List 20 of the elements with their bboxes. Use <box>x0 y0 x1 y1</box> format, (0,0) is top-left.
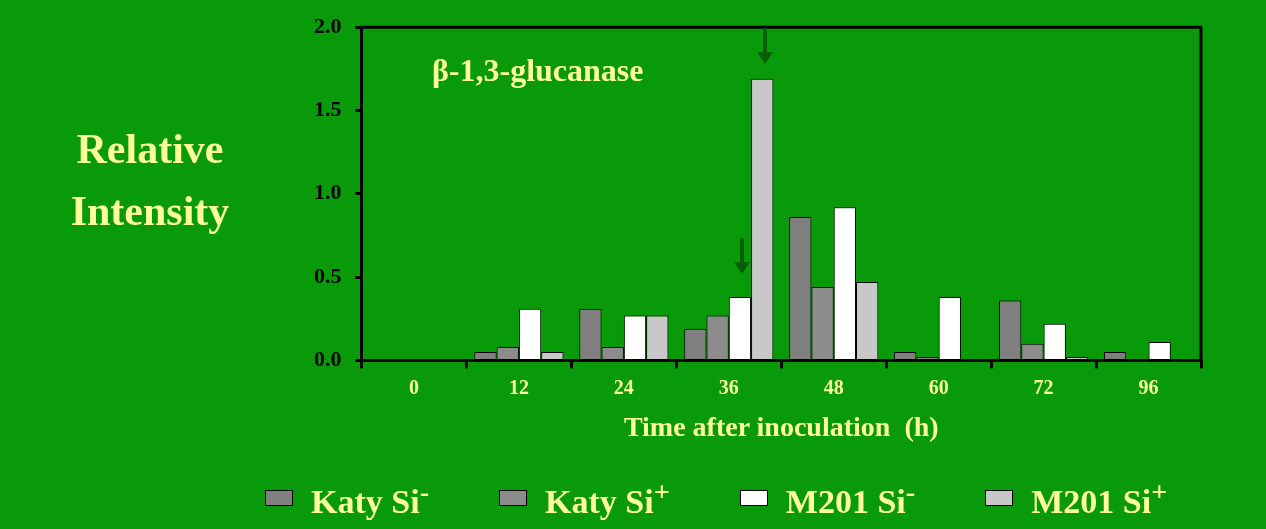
y-tick-label: 0.0 <box>314 346 342 372</box>
y-axis-title: Relative Intensity <box>69 125 231 236</box>
x-tick-label: 24 <box>613 375 634 398</box>
x-tick-label: 0 <box>408 375 419 398</box>
x-axis-title: Time after inoculation (h) <box>623 411 939 443</box>
x-tick-label: 36 <box>718 375 739 398</box>
legend-label: M201 Si$^{-}$ <box>785 475 916 521</box>
y-tick-label: 2.0 <box>314 12 342 38</box>
x-tick-label: 12 <box>508 375 529 398</box>
annotation: β-1,3-glucanase <box>432 52 644 89</box>
y-tick-label: 0.5 <box>314 262 342 288</box>
y-tick-label: 1.0 <box>314 179 342 205</box>
legend-label: Katy Si$^{+}$ <box>545 475 670 521</box>
x-tick-label: 96 <box>1138 375 1159 398</box>
legend-label: M201 Si$^{+}$ <box>1031 475 1168 521</box>
y-tick-label: 1.5 <box>314 96 342 122</box>
legend-label: Katy Si$^{-}$ <box>311 475 430 521</box>
x-tick-label: 60 <box>928 375 949 398</box>
x-tick-label: 48 <box>823 375 844 398</box>
x-tick-label: 72 <box>1033 375 1054 398</box>
